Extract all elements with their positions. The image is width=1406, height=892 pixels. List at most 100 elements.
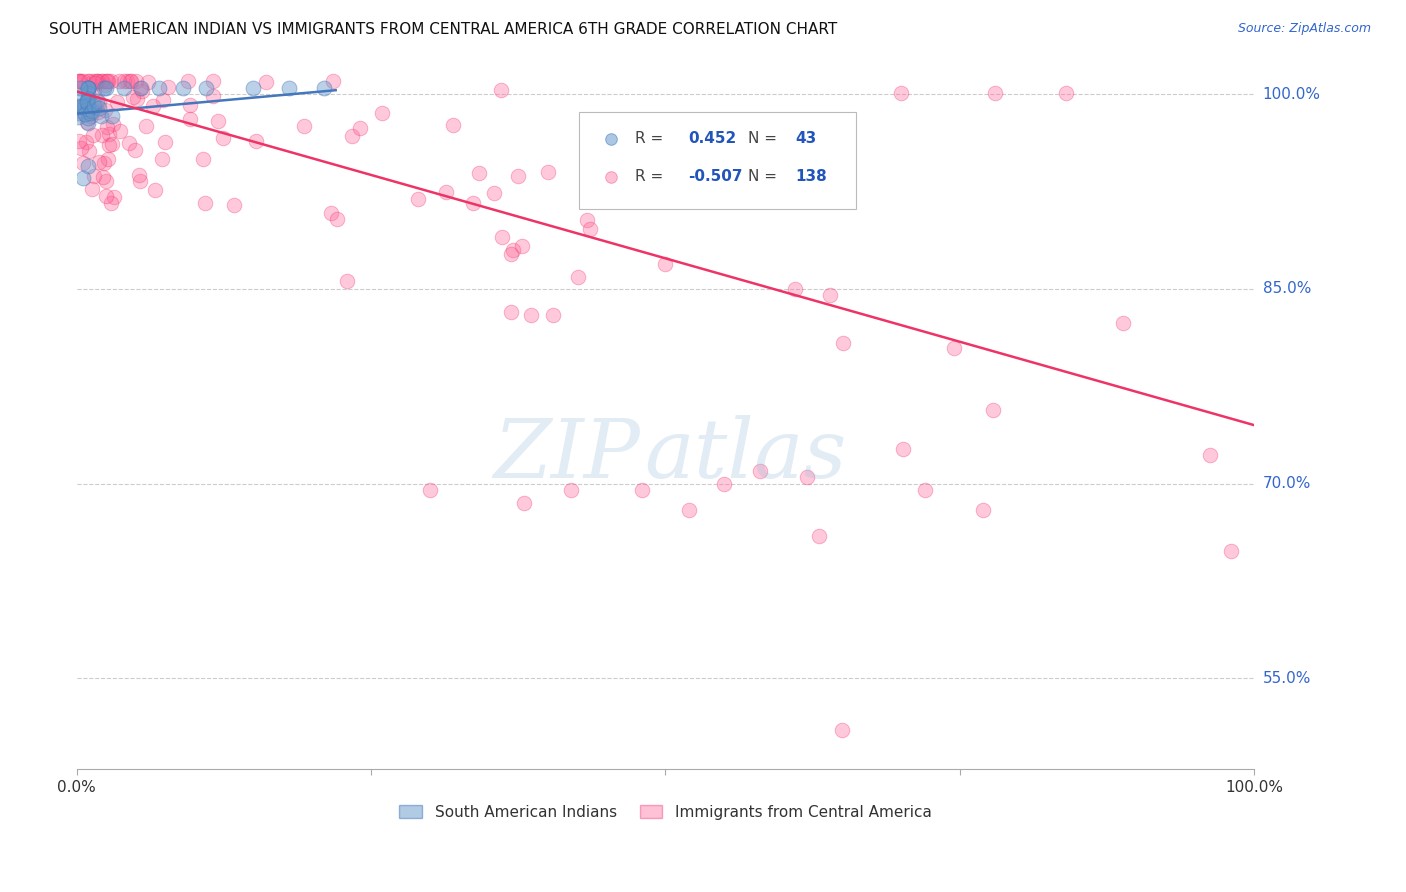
Point <box>108 124 131 138</box>
Point <box>292 119 315 133</box>
Text: ZIP: ZIP <box>492 415 640 495</box>
Point <box>224 198 246 212</box>
Text: SOUTH AMERICAN INDIAN VS IMMIGRANTS FROM CENTRAL AMERICA 6TH GRADE CORRELATION C: SOUTH AMERICAN INDIAN VS IMMIGRANTS FROM… <box>49 22 838 37</box>
Point <box>194 196 217 211</box>
Point <box>502 243 524 257</box>
Point <box>370 106 392 120</box>
Point <box>86 74 108 88</box>
Point <box>77 102 100 116</box>
Point <box>94 173 117 187</box>
Point <box>319 206 342 220</box>
Point <box>90 109 112 123</box>
Point <box>79 106 101 120</box>
Point <box>191 153 214 167</box>
Point <box>277 80 299 95</box>
Point <box>91 74 114 88</box>
Point <box>76 93 98 107</box>
Text: 70.0%: 70.0% <box>1263 476 1310 491</box>
Point <box>77 100 100 114</box>
Point <box>748 464 770 478</box>
Point <box>499 247 522 261</box>
Point <box>157 80 180 95</box>
Point <box>87 74 110 88</box>
Point <box>72 99 94 113</box>
Point <box>891 442 914 456</box>
Point <box>101 117 124 131</box>
Point <box>129 174 152 188</box>
Point <box>512 239 534 253</box>
Point <box>83 96 105 111</box>
Point <box>491 229 513 244</box>
Point <box>148 80 170 95</box>
Point <box>77 80 100 95</box>
Text: 100.0%: 100.0% <box>1263 87 1320 102</box>
Point <box>77 80 100 95</box>
Point <box>796 470 818 484</box>
Point <box>76 74 98 88</box>
Point <box>120 74 142 88</box>
Point <box>831 723 853 738</box>
Point <box>94 189 117 203</box>
Point <box>67 134 90 148</box>
Point <box>783 282 806 296</box>
Point <box>567 269 589 284</box>
Point <box>96 120 118 134</box>
Point <box>66 98 89 112</box>
Point <box>77 91 100 105</box>
Point <box>441 118 464 132</box>
Point <box>69 80 91 95</box>
Point <box>463 195 485 210</box>
Point <box>579 222 602 236</box>
Point <box>713 476 735 491</box>
Point <box>349 120 371 135</box>
Point <box>983 403 1005 417</box>
Point <box>1219 544 1241 558</box>
Point <box>87 102 110 116</box>
Point <box>820 288 842 302</box>
Point <box>67 110 90 124</box>
Point <box>499 305 522 319</box>
Point <box>77 99 100 113</box>
Point <box>69 74 91 88</box>
Point <box>67 106 90 120</box>
Text: Source: ZipAtlas.com: Source: ZipAtlas.com <box>1237 22 1371 36</box>
Point <box>87 104 110 119</box>
Point <box>131 80 153 95</box>
Point <box>150 152 173 166</box>
Point <box>96 74 118 88</box>
Point <box>76 115 98 129</box>
Point <box>943 341 966 355</box>
Point <box>1112 316 1135 330</box>
Point <box>73 100 96 114</box>
Point <box>172 80 194 95</box>
Point <box>100 74 122 88</box>
Text: R =: R = <box>636 131 668 146</box>
Point <box>83 169 105 184</box>
Text: atlas: atlas <box>644 415 846 495</box>
Point <box>80 109 103 123</box>
Point <box>575 213 598 227</box>
Point <box>77 111 100 125</box>
Point <box>142 99 165 113</box>
Point <box>207 113 229 128</box>
Point <box>91 169 114 184</box>
Text: 43: 43 <box>794 131 817 146</box>
Point <box>69 74 91 88</box>
Point <box>155 135 177 149</box>
Point <box>100 136 122 151</box>
Point <box>82 128 104 143</box>
Point <box>600 308 623 322</box>
Point <box>678 502 700 516</box>
Point <box>600 239 623 253</box>
Text: N =: N = <box>748 131 782 146</box>
Point <box>73 107 96 121</box>
Point <box>543 308 565 322</box>
Point <box>121 90 143 104</box>
Text: 55.0%: 55.0% <box>1263 671 1310 686</box>
Point <box>93 156 115 170</box>
Point <box>97 74 120 88</box>
Point <box>631 483 654 497</box>
Legend: South American Indians, Immigrants from Central America: South American Indians, Immigrants from … <box>394 798 938 826</box>
Point <box>75 136 97 150</box>
Point <box>136 75 159 89</box>
